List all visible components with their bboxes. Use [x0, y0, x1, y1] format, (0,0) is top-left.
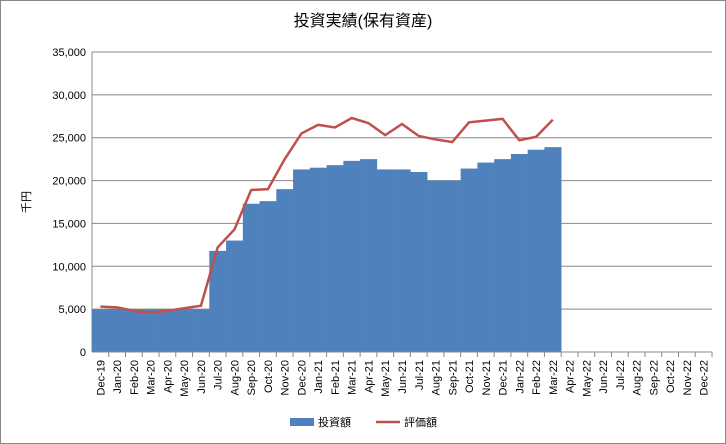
bar: [209, 250, 227, 352]
x-tick-label: Oct-22: [665, 360, 677, 393]
y-tick-label: 20,000: [52, 176, 86, 188]
x-tick-label: Aug-22: [632, 360, 644, 395]
x-tick-label: Mar-21: [347, 360, 359, 395]
legend-label: 投資額: [318, 415, 351, 429]
bar: [192, 309, 210, 352]
x-tick-label: Jun-20: [196, 360, 208, 394]
y-tick-label: 15,000: [52, 218, 86, 230]
x-tick-label: Aug-21: [431, 360, 443, 395]
bar: [142, 309, 160, 352]
x-tick-label: Feb-21: [330, 360, 342, 395]
y-tick-label: 0: [80, 347, 86, 359]
bar: [376, 169, 394, 352]
bar: [360, 159, 378, 352]
x-tick-label: Sep-20: [246, 360, 258, 395]
bar: [477, 162, 495, 352]
x-tick-label: May-20: [179, 360, 191, 397]
x-tick-label: May-21: [380, 360, 392, 397]
bar: [544, 147, 562, 352]
x-tick-label: Feb-20: [129, 360, 141, 395]
bar: [175, 309, 193, 352]
x-tick-label: Oct-20: [263, 360, 275, 393]
x-tick-label: Jan-22: [514, 360, 526, 394]
legend-swatch: [290, 418, 314, 426]
legend-label: 評価額: [404, 415, 437, 429]
bar: [393, 169, 411, 352]
bar: [276, 189, 294, 352]
bar: [159, 309, 177, 352]
bar: [443, 180, 461, 352]
x-tick-label: Jul-22: [615, 360, 627, 390]
x-tick-label: Apr-20: [162, 360, 174, 393]
x-tick-label: Jan-20: [112, 360, 124, 394]
y-axis-label: 千円: [20, 191, 33, 213]
x-tick-label: Dec-19: [95, 360, 107, 395]
bar: [410, 172, 428, 352]
x-tick-label: Mar-20: [146, 360, 158, 395]
bar: [309, 167, 327, 352]
bar: [343, 160, 361, 352]
x-tick-label: Aug-20: [229, 360, 241, 395]
x-tick-label: Apr-21: [363, 360, 375, 393]
x-tick-label: Jul-21: [414, 360, 426, 390]
y-tick-label: 35,000: [52, 47, 86, 59]
bar: [510, 154, 528, 352]
line: [100, 116, 554, 314]
x-tick-label: Feb-22: [531, 360, 543, 395]
bar: [460, 168, 478, 352]
x-tick-label: Jul-20: [213, 360, 225, 390]
x-tick-label: Jun-21: [397, 360, 409, 394]
bar: [494, 159, 512, 352]
x-tick-label: Sep-22: [648, 360, 660, 395]
x-tick-label: Jan-21: [313, 360, 325, 394]
x-tick-label: Jun-22: [598, 360, 610, 394]
chart-title: 投資実績(保有資産): [294, 12, 433, 30]
bar: [108, 309, 126, 352]
x-tick-label: Dec-21: [498, 360, 510, 395]
bar: [125, 309, 143, 352]
y-tick-label: 5,000: [58, 304, 86, 316]
y-tick-label: 30,000: [52, 90, 86, 102]
bar: [242, 203, 260, 352]
x-tick-label: Mar-22: [548, 360, 560, 395]
x-tick-label: Apr-22: [565, 360, 577, 393]
x-tick-label: Dec-20: [296, 360, 308, 395]
x-tick-label: May-22: [581, 360, 593, 397]
bar: [326, 165, 344, 352]
x-tick-label: Sep-21: [447, 360, 459, 395]
x-tick-label: Nov-21: [481, 360, 493, 395]
x-tick-label: Oct-21: [464, 360, 476, 393]
y-tick-label: 25,000: [52, 133, 86, 145]
bar: [92, 309, 110, 352]
y-tick-label: 10,000: [52, 261, 86, 273]
bar: [259, 201, 277, 352]
bar: [293, 169, 311, 352]
x-tick-label: Nov-22: [682, 360, 694, 395]
x-tick-label: Dec-22: [699, 360, 711, 395]
bar: [427, 180, 445, 352]
x-tick-label: Nov-20: [280, 360, 292, 395]
bar: [527, 149, 545, 352]
bar: [226, 240, 244, 352]
